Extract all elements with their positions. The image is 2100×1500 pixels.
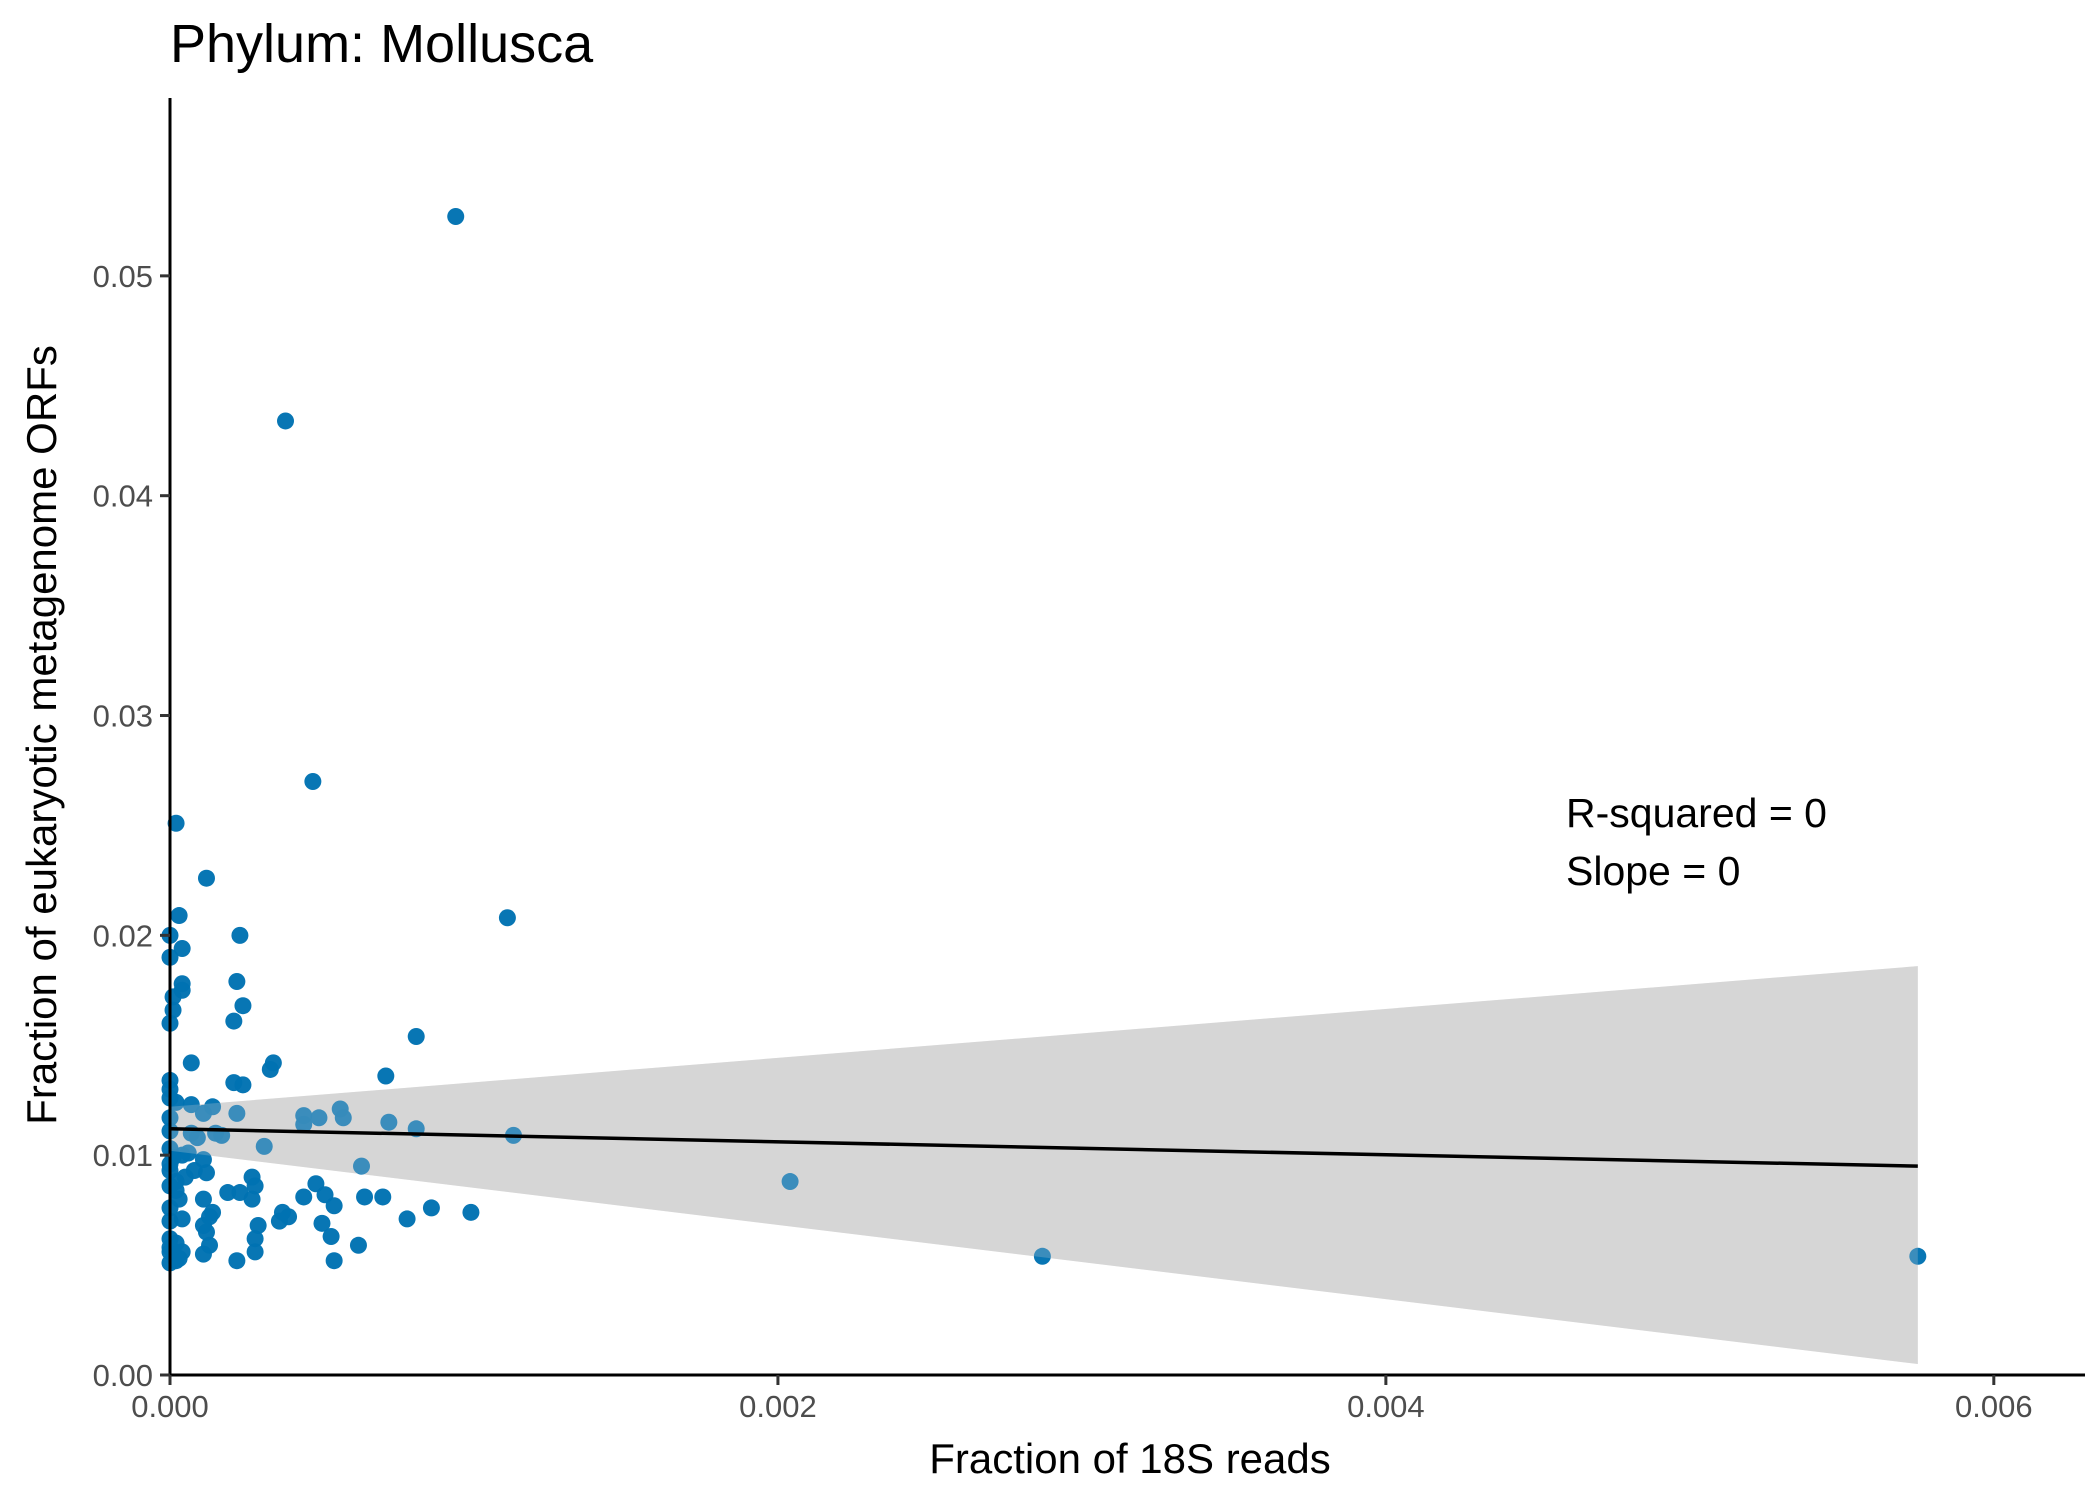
regression-line-path <box>169 1127 1918 1168</box>
data-point <box>197 869 215 887</box>
data-point <box>197 1223 215 1241</box>
data-point <box>407 1027 425 1045</box>
x-tick-label: 0.004 <box>1347 1389 1425 1424</box>
data-point <box>356 1188 374 1206</box>
y-tick-label: 0.04 <box>93 479 153 514</box>
data-point <box>1033 1247 1051 1265</box>
data-point <box>325 1252 343 1270</box>
data-point <box>246 1243 264 1261</box>
data-point <box>228 1252 246 1270</box>
data-point <box>167 1181 185 1199</box>
data-point <box>249 1217 267 1235</box>
data-point <box>377 1067 395 1085</box>
confidence-band-area <box>170 966 1918 1365</box>
data-point <box>194 1104 212 1122</box>
data-point <box>295 1115 313 1133</box>
data-point <box>182 1054 200 1072</box>
data-point <box>219 1184 237 1202</box>
data-point <box>243 1190 261 1208</box>
y-tick-label: 0.00 <box>93 1358 153 1393</box>
data-point <box>304 772 322 790</box>
data-point <box>246 1177 264 1195</box>
data-point <box>313 1214 331 1232</box>
data-point <box>197 1164 215 1182</box>
data-point <box>167 814 185 832</box>
data-point <box>255 1137 273 1155</box>
x-axis-ticks: 0.000 0.002 0.004 0.006 <box>131 1375 2033 1424</box>
y-axis-title: Fraction of eukaryotic metagenome ORFs <box>18 345 65 1125</box>
data-point <box>498 909 516 927</box>
x-tick-label: 0.000 <box>131 1389 209 1424</box>
data-point <box>173 940 191 958</box>
data-point <box>225 1012 243 1030</box>
axes <box>168 98 2085 1377</box>
x-tick-label: 0.006 <box>1955 1389 2033 1424</box>
chart-title: Phylum: Mollusca <box>170 14 594 74</box>
data-point <box>380 1113 398 1131</box>
data-point <box>353 1157 370 1175</box>
data-point <box>310 1109 328 1127</box>
data-point <box>194 1245 212 1263</box>
y-tick-label: 0.02 <box>93 918 153 953</box>
confidence-band-overlay <box>170 966 1918 1365</box>
data-point <box>270 1212 288 1230</box>
data-point <box>1909 1247 1927 1265</box>
data-point <box>179 1144 197 1162</box>
data-point <box>462 1203 480 1221</box>
data-point <box>234 997 252 1015</box>
data-point <box>374 1188 392 1206</box>
data-point <box>325 1197 343 1215</box>
data-point <box>194 1190 212 1208</box>
data-point <box>334 1109 352 1127</box>
slope-annotation: Slope = 0 <box>1566 848 1740 894</box>
data-point <box>234 1076 252 1094</box>
y-axis-ticks: 0.00 0.01 0.02 0.03 0.04 0.05 <box>93 259 170 1393</box>
data-point <box>246 1230 264 1248</box>
confidence-band <box>170 966 1918 1365</box>
y-tick-label: 0.03 <box>93 699 153 734</box>
y-tick-label: 0.01 <box>93 1138 153 1173</box>
data-point <box>781 1173 799 1191</box>
data-points <box>161 208 1927 1272</box>
x-tick-label: 0.002 <box>739 1389 817 1424</box>
data-point <box>295 1188 313 1206</box>
y-tick-label: 0.05 <box>93 259 153 294</box>
data-point <box>422 1199 440 1217</box>
data-point <box>277 412 295 430</box>
data-point <box>261 1060 279 1078</box>
data-point <box>322 1228 340 1246</box>
data-point <box>349 1236 367 1254</box>
data-point <box>231 926 249 944</box>
data-point <box>176 1168 194 1186</box>
data-point <box>170 907 188 925</box>
data-point <box>398 1210 416 1228</box>
x-axis-title: Fraction of 18S reads <box>929 1435 1331 1482</box>
data-point <box>228 973 246 991</box>
regression-line <box>169 966 1918 1365</box>
data-point <box>182 1096 200 1114</box>
r-squared-annotation: R-squared = 0 <box>1566 790 1827 836</box>
data-point <box>228 1104 246 1122</box>
data-point <box>447 208 465 226</box>
